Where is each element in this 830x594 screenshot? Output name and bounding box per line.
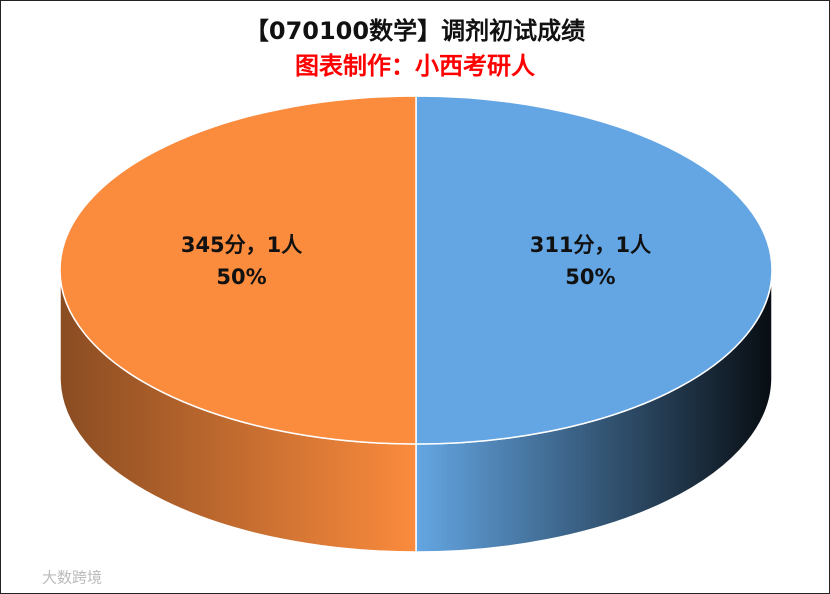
chart-subtitle: 图表制作：小西考研人 [295, 52, 535, 80]
slice-value-label: 50% [565, 265, 615, 289]
slice-value-label: 50% [216, 265, 266, 289]
slice-category-label: 311分，1人 [530, 233, 651, 257]
chart-title: 【070100数学】调剂初试成绩 [245, 17, 585, 45]
pie-slice [415, 95, 773, 445]
slice-category-label: 345分，1人 [181, 233, 302, 257]
pie-slice [59, 95, 417, 445]
watermark: 大数跨境 [42, 569, 102, 587]
pie: 311分，1人 50% 345分，1人 50% [59, 95, 773, 553]
